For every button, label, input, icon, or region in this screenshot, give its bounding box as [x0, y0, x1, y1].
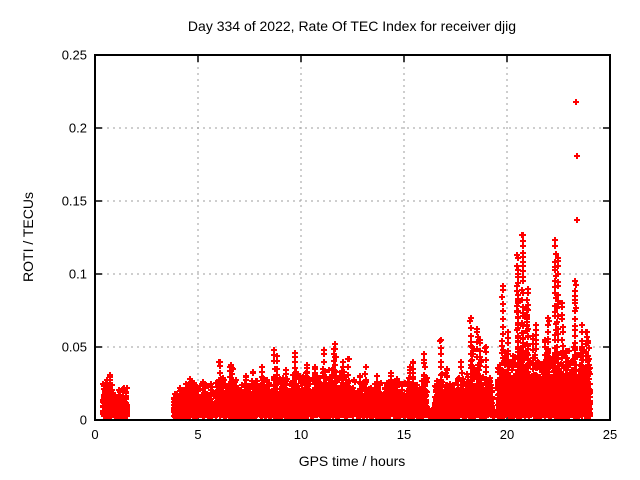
svg-text:0.1: 0.1	[69, 267, 87, 282]
svg-text:0.2: 0.2	[69, 121, 87, 136]
svg-text:0.05: 0.05	[62, 340, 87, 355]
svg-text:0: 0	[80, 413, 87, 428]
svg-text:10: 10	[294, 427, 308, 442]
svg-text:0.25: 0.25	[62, 48, 87, 63]
y-tick-labels: 0 0.05 0.1 0.15 0.2 0.25	[62, 48, 87, 428]
x-axis-label: GPS time / hours	[299, 453, 406, 469]
x-tick-labels: 0 5 10 15 20 25	[91, 427, 617, 442]
gridlines	[95, 55, 610, 420]
svg-text:0.15: 0.15	[62, 194, 87, 209]
chart-title: Day 334 of 2022, Rate Of TEC Index for r…	[188, 18, 516, 34]
svg-text:5: 5	[194, 427, 201, 442]
plot-frame	[94, 54, 611, 421]
svg-text:0: 0	[91, 427, 98, 442]
y-axis-label: ROTI / TECUs	[20, 192, 36, 282]
svg-text:15: 15	[397, 427, 411, 442]
svg-text:25: 25	[603, 427, 617, 442]
scatter-points	[100, 99, 593, 420]
svg-text:20: 20	[500, 427, 514, 442]
